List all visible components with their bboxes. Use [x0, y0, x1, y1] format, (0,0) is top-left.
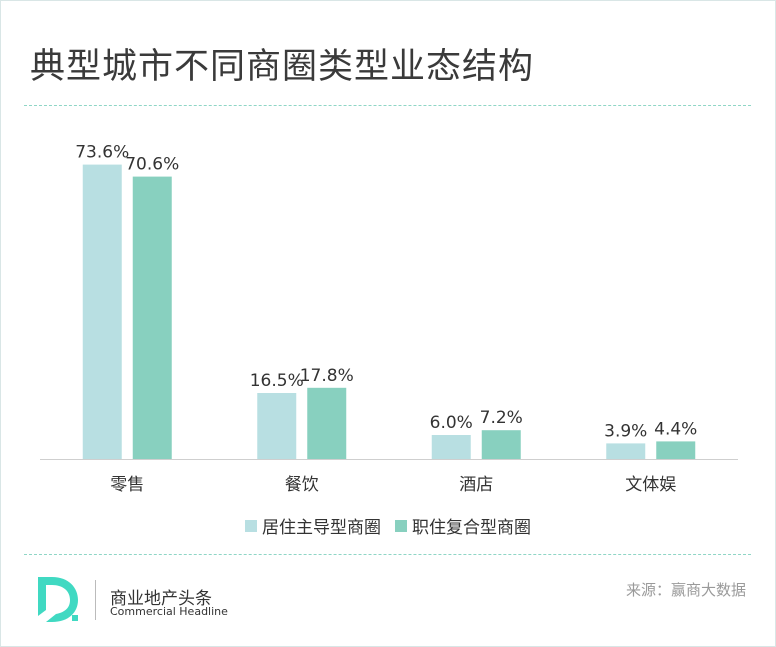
data-label-1-4: 3.9%	[604, 421, 647, 441]
data-label-2-1: 70.6%	[125, 155, 179, 175]
x-tick-label-3: 酒店	[459, 475, 493, 495]
x-tick-label-4: 文体娱	[625, 475, 676, 495]
bar-chart: 73.6%70.6% 零售 16.5%17.8% 餐饮 6.0% 7.2% 酒店 3.9% 4.…	[40, 143, 738, 495]
source-note: 来源：赢商大数据	[625, 581, 746, 599]
bar-1-3	[431, 435, 471, 459]
bar-1-2	[257, 393, 297, 459]
legend-swatch-series-2	[395, 519, 407, 532]
x-tick-label-1: 零售	[110, 475, 144, 495]
x-tick-label-2: 餐饮	[285, 475, 319, 495]
chart-title: 典型城市不同商圈类型业态结构	[30, 47, 535, 87]
data-label-1-3: 6.0%	[430, 413, 473, 433]
data-label-1-1: 73.6%	[75, 143, 129, 163]
bar-2-4	[656, 441, 696, 459]
bar-1-4	[606, 443, 646, 459]
bar-2-3	[481, 430, 521, 459]
bar-2-1	[132, 176, 172, 459]
brand-divider	[95, 580, 96, 620]
brand-name-en: Commercial Headline	[110, 605, 228, 618]
brand-name-cn: 商业地产头条	[110, 589, 212, 609]
legend-label-series-1: 居住主导型商圈	[262, 518, 381, 538]
data-label-1-2: 16.5%	[250, 371, 304, 391]
bar-2-2	[307, 387, 347, 459]
data-label-2-4: 4.4%	[654, 419, 697, 439]
data-label-2-2: 17.8%	[300, 366, 354, 386]
legend-item-series-1: 居住主导型商圈	[245, 513, 381, 538]
legend-swatch-series-1	[245, 519, 257, 532]
bottom-divider	[24, 554, 751, 555]
brand-logo-icon	[38, 577, 78, 622]
data-label-2-3: 7.2%	[480, 408, 523, 428]
top-divider	[24, 105, 751, 106]
legend-item-series-2: 职住复合型商圈	[395, 513, 531, 538]
legend-label-series-2: 职住复合型商圈	[412, 518, 531, 538]
bar-1-1	[82, 164, 122, 459]
legend: 居住主导型商圈 职住复合型商圈	[0, 513, 776, 538]
